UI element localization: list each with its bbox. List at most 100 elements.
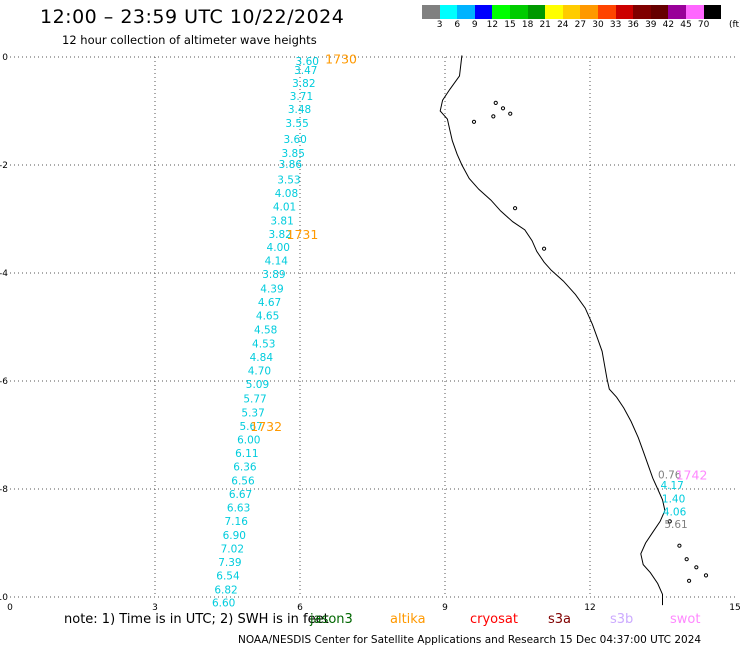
data-point-label: 5.77: [243, 393, 266, 405]
data-point-label: 4.65: [256, 311, 279, 323]
data-point-label: 4.00: [267, 242, 290, 254]
colorbar-label: 3: [436, 20, 443, 30]
data-point-label: 5.09: [246, 379, 269, 391]
data-point-label: 6.56: [231, 475, 255, 487]
data-point-label: 4.39: [260, 284, 283, 296]
data-point-label: 3.71: [290, 91, 313, 103]
legend-s3a: s3a: [548, 612, 572, 627]
data-point-label: 4.84: [250, 352, 274, 364]
data-point-label: 7.39: [218, 557, 241, 569]
data-point-label: 3.82: [268, 229, 291, 241]
colorbar-swatch: [474, 5, 493, 19]
data-point-label: 3.47: [294, 65, 317, 77]
track-time-annotation: 1730: [325, 52, 357, 67]
data-point-label: 3.55: [285, 118, 308, 130]
data-point-label: 4.58: [254, 325, 277, 337]
y-tick-label: -4: [0, 269, 8, 279]
colorbar-swatch: [703, 5, 722, 19]
data-point-label: 3.60: [283, 134, 306, 146]
data-point-label: 4.08: [275, 188, 298, 200]
colorbar-label: 18: [521, 20, 534, 30]
colorbar-label: 36: [627, 20, 639, 30]
data-point-label: 5.61: [664, 519, 687, 531]
data-point-label: 6.90: [223, 530, 246, 542]
island: [500, 106, 506, 111]
island: [493, 100, 498, 106]
colorbar-label: 27: [574, 20, 587, 30]
colorbar-swatch: [686, 5, 704, 19]
data-point-label: 3.48: [288, 104, 311, 116]
colorbar-swatch: [562, 5, 581, 19]
data-point-label: 4.06: [663, 507, 687, 519]
colorbar-label: 6: [454, 20, 461, 30]
data-point-label: 6.54: [216, 570, 240, 582]
data-point-label: 5.67: [239, 421, 262, 433]
y-tick-label: -10: [0, 593, 8, 603]
island: [471, 119, 477, 124]
island: [491, 114, 496, 119]
data-point-label: 7.02: [221, 543, 244, 555]
data-point-label: 5.37: [241, 407, 264, 419]
colorbar-swatch: [527, 5, 546, 19]
y-tick-label: -2: [0, 161, 8, 171]
island: [677, 543, 682, 548]
island: [684, 557, 689, 562]
footer-credit: NOAA/NESDIS Center for Satellite Applica…: [238, 634, 702, 646]
y-tick-label: -8: [0, 485, 8, 495]
x-tick-label: 0: [7, 603, 13, 613]
data-point-label: 3.60: [296, 56, 319, 68]
colorbar-label: 39: [645, 20, 657, 30]
data-point-label: 1.40: [662, 494, 685, 506]
colorbar-label: 12: [486, 20, 499, 30]
data-point-label: 7.16: [225, 516, 249, 528]
colorbar-label: 24: [557, 20, 569, 30]
colorbar-label: 45: [680, 20, 692, 30]
page-subtitle: 12 hour collection of altimeter wave hei…: [62, 33, 317, 47]
data-point-label: 3.53: [277, 175, 300, 187]
island: [667, 519, 672, 524]
data-point-label: 3.85: [282, 148, 305, 160]
track-time-annotation: 1732: [250, 419, 282, 434]
colorbar-swatch: [580, 5, 598, 19]
colorbar-label: 9: [471, 20, 478, 30]
x-tick-label: 15: [729, 603, 740, 613]
legend-cryosat: cryosat: [470, 612, 518, 627]
data-point-label: 6.36: [233, 461, 257, 473]
data-point-label: 6.11: [235, 448, 258, 460]
data-point-label: 3.81: [270, 216, 293, 228]
colorbar-label: 30: [592, 20, 604, 30]
data-point-label: 6.60: [212, 597, 235, 609]
colorbar-label: 42: [662, 20, 675, 30]
data-point-label: 6.82: [214, 584, 237, 596]
legend-swot: swot: [670, 612, 701, 627]
data-point-label: 4.01: [273, 202, 296, 214]
colorbar-unit: (ft): [729, 20, 740, 30]
x-tick-label: 6: [297, 603, 303, 613]
colorbar-swatch: [439, 5, 458, 19]
colorbar-swatch: [457, 5, 475, 19]
colorbar-swatch: [510, 5, 528, 19]
y-tick-label: 0: [2, 53, 8, 63]
data-point-label: 4.14: [265, 256, 289, 268]
island: [686, 578, 692, 583]
colorbar-swatch: [615, 5, 634, 19]
x-tick-label: 9: [442, 603, 448, 613]
x-tick-label: 3: [152, 603, 158, 613]
colorbar-swatch: [492, 5, 510, 19]
legend-jason3: jason3: [310, 612, 353, 627]
coastline: [439, 55, 666, 606]
data-point-label: 4.70: [248, 366, 271, 378]
note-text: note: 1) Time is in UTC; 2) SWH is in fe…: [64, 612, 329, 627]
colorbar-swatch: [422, 5, 440, 19]
island: [694, 565, 699, 570]
colorbar-swatch: [545, 5, 563, 19]
colorbar-swatch: [668, 5, 686, 19]
colorbar-label: 21: [539, 20, 551, 30]
track-time-annotation: 1731: [287, 227, 319, 242]
colorbar-swatch: [650, 5, 669, 19]
legend-s3b: s3b: [610, 612, 634, 627]
colorbar-swatch: [598, 5, 616, 19]
colorbar-label: 33: [609, 20, 622, 30]
data-point-label: 4.67: [258, 297, 281, 309]
